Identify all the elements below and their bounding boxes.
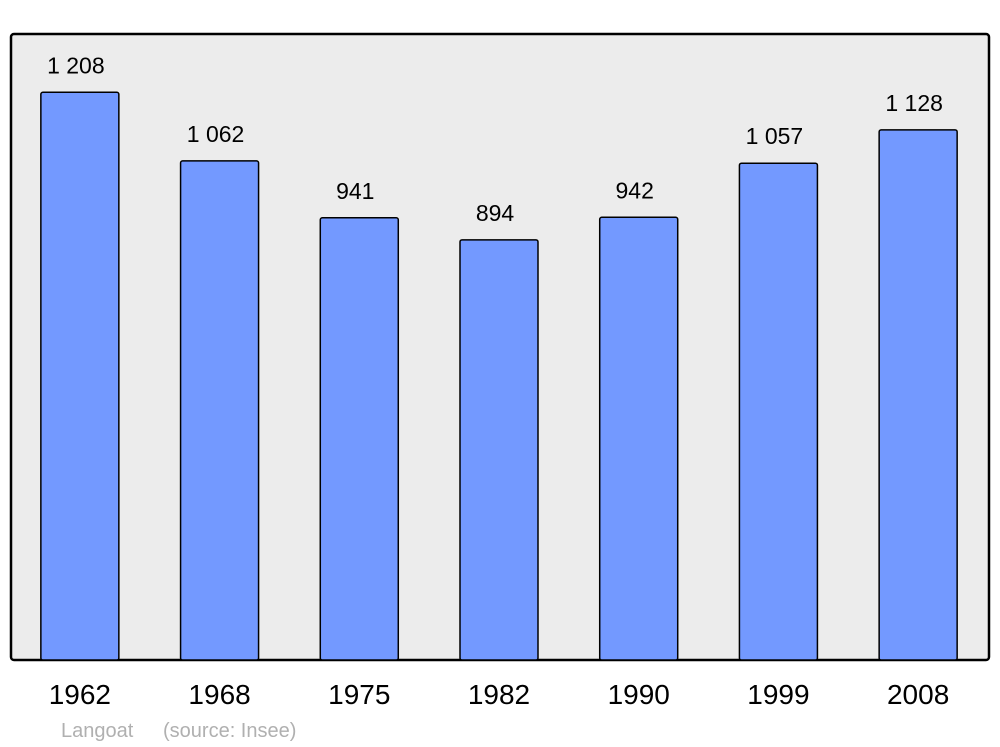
value-label-1962: 1 208 <box>47 52 105 78</box>
bar-1999 <box>738 162 819 661</box>
x-tick-label-1999: 1999 <box>747 679 809 710</box>
value-label-1982: 894 <box>476 200 515 226</box>
value-label-1968: 1 062 <box>187 121 245 147</box>
value-label-1975: 941 <box>336 178 374 204</box>
value-label-1990: 942 <box>616 177 654 203</box>
x-tick-label-2008: 2008 <box>887 679 949 710</box>
x-tick-label-1982: 1982 <box>468 679 530 710</box>
value-label-2008: 1 128 <box>885 90 943 116</box>
x-tick-label-1968: 1968 <box>188 679 250 710</box>
footer-place: Langoat <box>61 720 134 742</box>
x-tick-label-1975: 1975 <box>328 679 390 710</box>
footer-source: (source: Insee) <box>163 720 296 742</box>
bar-2008 <box>878 129 958 661</box>
bar-1982 <box>459 239 539 661</box>
bar-1990 <box>598 216 679 661</box>
bar-1968 <box>179 160 260 661</box>
value-label-1999: 1 057 <box>746 123 804 149</box>
bar-1962 <box>40 91 120 661</box>
x-tick-label-1990: 1990 <box>608 679 670 710</box>
bar-1975 <box>319 217 400 661</box>
x-tick-label-1962: 1962 <box>49 679 111 710</box>
